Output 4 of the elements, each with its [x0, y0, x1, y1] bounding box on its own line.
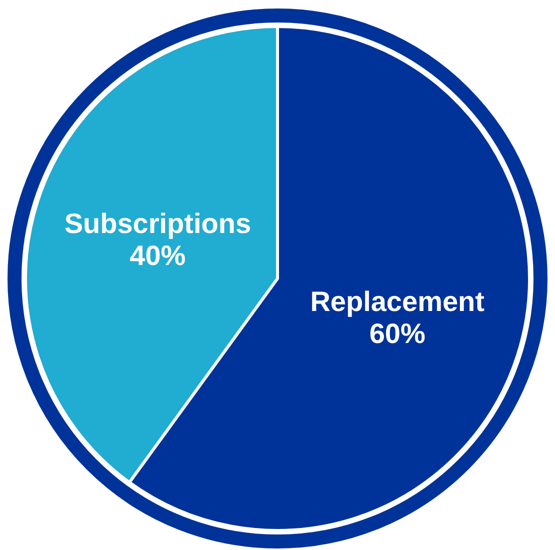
data-label: 60% — [369, 318, 426, 349]
slice-label: Subscriptions — [64, 208, 252, 240]
data-label: 40% — [130, 240, 186, 272]
slice-label: Replacement — [310, 286, 484, 317]
